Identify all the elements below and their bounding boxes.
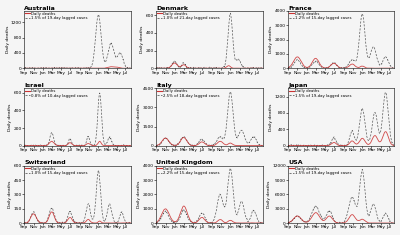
Text: Denmark: Denmark	[156, 6, 188, 11]
Legend: Daily deaths, 1.5% of 19-day lagged cases: Daily deaths, 1.5% of 19-day lagged case…	[25, 12, 88, 20]
Text: Italy: Italy	[156, 83, 172, 88]
Y-axis label: Daily deaths: Daily deaths	[8, 103, 12, 131]
Text: USA: USA	[288, 160, 303, 165]
Legend: Daily deaths, 2.2% of 15-day lagged cases: Daily deaths, 2.2% of 15-day lagged case…	[157, 167, 219, 175]
Text: Israel: Israel	[24, 83, 44, 88]
Legend: Daily deaths, 1.0% of 15-day lagged cases: Daily deaths, 1.0% of 15-day lagged case…	[25, 167, 88, 175]
Y-axis label: Daily deaths: Daily deaths	[8, 181, 12, 208]
Text: Switzerland: Switzerland	[24, 160, 66, 165]
Y-axis label: Daily deaths: Daily deaths	[270, 103, 274, 131]
Y-axis label: Daily deaths: Daily deaths	[138, 181, 142, 208]
Legend: Daily deaths, 2.5% of 18-day lagged cases: Daily deaths, 2.5% of 18-day lagged case…	[157, 89, 219, 98]
Legend: Daily deaths, 1.0% of 21-day lagged cases: Daily deaths, 1.0% of 21-day lagged case…	[157, 12, 220, 20]
Text: Japan: Japan	[288, 83, 308, 88]
Y-axis label: Daily deaths: Daily deaths	[270, 26, 274, 53]
Legend: Daily deaths, 1.5% of 19-day lagged cases: Daily deaths, 1.5% of 19-day lagged case…	[289, 167, 351, 175]
Y-axis label: Daily deaths: Daily deaths	[140, 26, 144, 53]
Legend: Daily deaths, 1.2% of 15-day lagged cases: Daily deaths, 1.2% of 15-day lagged case…	[289, 12, 351, 20]
Legend: Daily deaths, 1.5% of 19-day lagged cases: Daily deaths, 1.5% of 19-day lagged case…	[289, 89, 351, 98]
Y-axis label: Daily deaths: Daily deaths	[6, 26, 10, 53]
Text: Australia: Australia	[24, 6, 56, 11]
Legend: Daily deaths, 0.8% of 10-day lagged cases: Daily deaths, 0.8% of 10-day lagged case…	[25, 89, 88, 98]
Text: France: France	[288, 6, 312, 11]
Text: United Kingdom: United Kingdom	[156, 160, 213, 165]
Y-axis label: Daily deaths: Daily deaths	[267, 181, 271, 208]
Y-axis label: Daily deaths: Daily deaths	[137, 103, 141, 131]
